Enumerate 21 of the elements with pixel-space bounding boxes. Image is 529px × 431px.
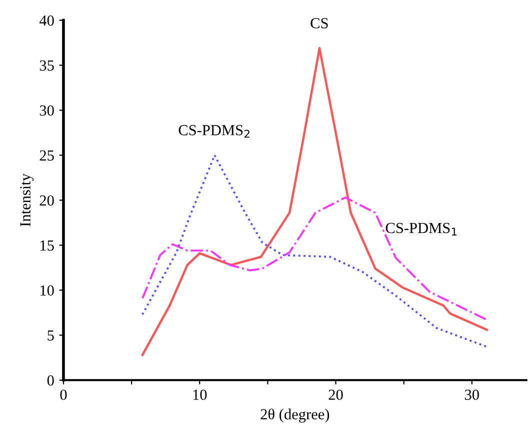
y-tick-label: 10 [40,285,54,296]
y-tick-label: 0 [47,375,54,386]
series-label: CS [310,18,328,28]
x-tick-label: 20 [328,390,343,400]
y-tick-label: 20 [40,195,54,206]
series-label: CS-PDMS$_{2}$ [178,125,250,138]
y-tick-label: 30 [40,105,54,116]
x-tick-label: 0 [60,390,67,400]
series-label: CS-PDMS$_{1}$ [386,222,457,236]
line-series [141,47,488,356]
y-axis-title: Intensity [20,174,34,226]
y-tick-label: 25 [40,150,54,161]
y-tick-label: 35 [40,60,54,71]
x-tick-label: 30 [464,390,479,400]
x-tick-label: 10 [193,390,207,400]
line-series [141,154,488,348]
y-tick-label: 5 [48,330,54,341]
y-tick-label: 40 [39,15,54,26]
x-axis-title: 2θ (degree) [260,408,330,423]
line-series [141,196,488,321]
y-tick-label: 15 [40,240,54,251]
